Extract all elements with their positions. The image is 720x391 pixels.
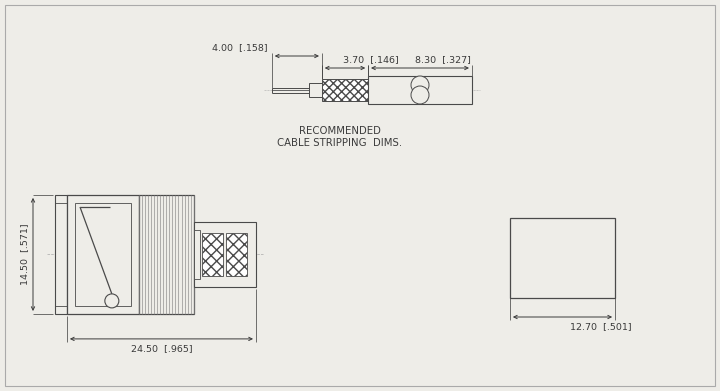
Text: CABLE STRIPPING  DIMS.: CABLE STRIPPING DIMS. [277,138,402,148]
Bar [202,233,222,276]
Bar [194,230,199,279]
Bar [510,218,615,298]
Bar [194,222,256,287]
Bar [368,76,472,104]
Bar [67,195,140,314]
Text: 8.30  [.327]: 8.30 [.327] [415,55,471,64]
Circle shape [411,86,429,104]
Bar [226,233,247,276]
Text: 14.50  [.571]: 14.50 [.571] [20,224,29,285]
Text: 3.70  [.146]: 3.70 [.146] [343,55,398,64]
Bar [322,79,368,101]
Bar [75,203,131,306]
Text: 4.00  [.158]: 4.00 [.158] [212,43,268,52]
Circle shape [105,294,119,308]
Circle shape [411,76,429,94]
Text: 12.70  [.501]: 12.70 [.501] [570,322,632,331]
Text: 24.50  [.965]: 24.50 [.965] [130,344,192,353]
Bar [140,195,194,314]
Bar [309,83,322,97]
Text: RECOMMENDED: RECOMMENDED [299,126,381,136]
Bar [55,195,67,314]
